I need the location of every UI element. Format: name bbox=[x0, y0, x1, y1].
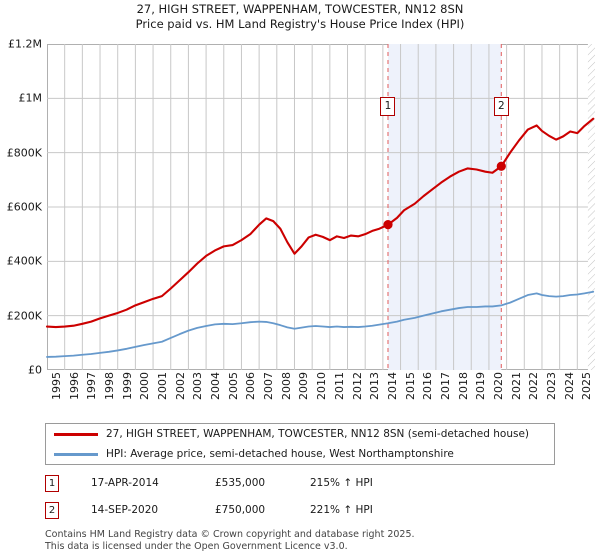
transaction-hpi-1: 215% ↑ HPI bbox=[310, 477, 373, 489]
page-title: 27, HIGH STREET, WAPPENHAM, TOWCESTER, N… bbox=[0, 2, 600, 32]
legend-label-hpi: HPI: Average price, semi-detached house,… bbox=[106, 448, 454, 460]
footer-line-2: This data is licensed under the Open Gov… bbox=[45, 540, 348, 552]
legend-item-hpi: HPI: Average price, semi-detached house,… bbox=[46, 444, 554, 465]
x-tick-label: 1997 bbox=[85, 372, 99, 400]
y-tick-label: £1M bbox=[18, 91, 43, 105]
x-tick-label: 2019 bbox=[474, 372, 488, 400]
y-tick-label: £800K bbox=[6, 146, 42, 160]
legend-swatch-hpi bbox=[54, 453, 98, 456]
y-tick-label: £200K bbox=[6, 309, 42, 323]
y-tick-label: £0 bbox=[28, 363, 42, 377]
x-tick-label: 2005 bbox=[226, 372, 240, 400]
y-tick-label: £1.2M bbox=[8, 37, 42, 51]
x-tick-label: 2011 bbox=[332, 372, 346, 400]
x-tick-label: 2018 bbox=[456, 372, 470, 400]
x-tick-label: 2003 bbox=[191, 372, 205, 400]
transaction-hpi-2: 221% ↑ HPI bbox=[310, 504, 373, 516]
legend-item-price-paid: 27, HIGH STREET, WAPPENHAM, TOWCESTER, N… bbox=[46, 424, 554, 445]
title-line-2: Price paid vs. HM Land Registry's House … bbox=[135, 17, 465, 31]
x-tick-label: 2000 bbox=[138, 372, 152, 400]
chart-marker-flag-1: 1 bbox=[380, 97, 396, 116]
x-tick-label: 2015 bbox=[403, 372, 417, 400]
x-tick-label: 2010 bbox=[315, 372, 329, 400]
footer-attribution: Contains HM Land Registry data © Crown c… bbox=[45, 529, 585, 552]
x-tick-label: 2025 bbox=[580, 372, 594, 400]
transaction-marker-1: 1 bbox=[45, 475, 59, 492]
x-tick-label: 2014 bbox=[385, 372, 399, 400]
x-tick-label: 2021 bbox=[509, 372, 523, 400]
title-line-1: 27, HIGH STREET, WAPPENHAM, TOWCESTER, N… bbox=[136, 2, 464, 16]
x-tick-label: 2012 bbox=[350, 372, 364, 400]
chart-svg bbox=[45, 44, 595, 370]
x-tick-label: 1996 bbox=[67, 372, 81, 400]
x-tick-label: 1999 bbox=[120, 372, 134, 400]
chart-legend: 27, HIGH STREET, WAPPENHAM, TOWCESTER, N… bbox=[45, 423, 555, 465]
transaction-date-1: 17-APR-2014 bbox=[91, 477, 159, 489]
x-tick-label: 2008 bbox=[279, 372, 293, 400]
x-tick-label: 2009 bbox=[297, 372, 311, 400]
transaction-marker-2: 2 bbox=[45, 502, 59, 519]
transaction-price-2: £750,000 bbox=[215, 504, 266, 516]
x-tick-label: 2004 bbox=[209, 372, 223, 400]
y-axis-labels: £0 £200K £400K £600K £800K £1M £1.2M bbox=[0, 39, 45, 376]
x-tick-label: 2013 bbox=[368, 372, 382, 400]
transaction-price-1: £535,000 bbox=[215, 477, 266, 489]
x-tick-label: 2020 bbox=[491, 372, 505, 400]
x-tick-label: 2001 bbox=[156, 372, 170, 400]
y-tick-label: £600K bbox=[6, 200, 42, 214]
x-tick-label: 2022 bbox=[527, 372, 541, 400]
x-tick-label: 2016 bbox=[421, 372, 435, 400]
x-tick-label: 2007 bbox=[262, 372, 276, 400]
x-tick-label: 2023 bbox=[544, 372, 558, 400]
x-tick-label: 2002 bbox=[173, 372, 187, 400]
chart-marker-flag-2: 2 bbox=[493, 97, 509, 116]
transaction-row-1: 1 17-APR-2014 £535,000 215% ↑ HPI bbox=[45, 473, 505, 495]
x-tick-label: 2006 bbox=[244, 372, 258, 400]
transaction-row-2: 2 14-SEP-2020 £750,000 221% ↑ HPI bbox=[45, 500, 505, 522]
legend-label-price-paid: 27, HIGH STREET, WAPPENHAM, TOWCESTER, N… bbox=[106, 428, 530, 440]
legend-swatch-price-paid bbox=[54, 433, 98, 437]
transaction-date-2: 14-SEP-2020 bbox=[91, 504, 159, 516]
chart-plot-area bbox=[45, 44, 595, 370]
y-tick-label: £400K bbox=[6, 254, 42, 268]
x-tick-label: 1995 bbox=[50, 372, 63, 400]
footer-line-1: Contains HM Land Registry data © Crown c… bbox=[45, 529, 415, 540]
x-tick-label: 2024 bbox=[562, 372, 576, 400]
x-tick-label: 2017 bbox=[438, 372, 452, 400]
x-tick-label: 1998 bbox=[103, 372, 117, 400]
